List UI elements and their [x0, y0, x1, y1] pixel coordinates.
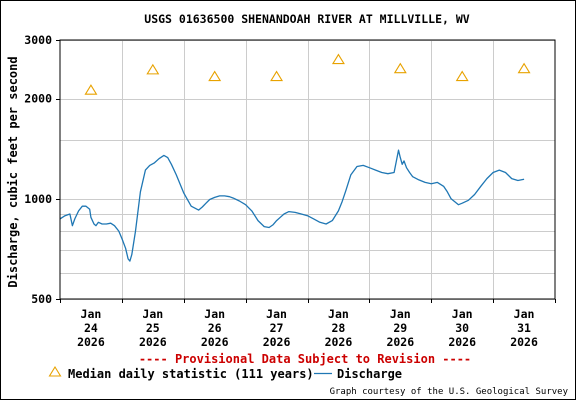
gridlines [60, 40, 555, 300]
y-tick-label: 1000 [24, 192, 52, 206]
chart-title: USGS 01636500 SHENANDOAH RIVER AT MILLVI… [144, 12, 469, 26]
plot-area-border [59, 39, 556, 300]
x-tick-label: 30 [455, 321, 469, 335]
x-tick-label: Jan [204, 307, 225, 321]
x-tick-label: 28 [332, 321, 346, 335]
x-tick-label: Jan [328, 307, 349, 321]
median-marker [455, 70, 469, 82]
x-tick-label: Jan [390, 307, 411, 321]
median-marker [84, 84, 98, 95]
median-marker [517, 62, 531, 74]
x-tick-label: Jan [81, 307, 102, 321]
x-tick-label: 2026 [386, 335, 414, 349]
x-tick-label: 26 [208, 321, 222, 335]
median-marker [146, 63, 160, 75]
x-tick-label: Jan [452, 307, 473, 321]
legend: Median daily statistic (111 years) Discha… [48, 365, 402, 381]
y-axis-ticks: 500 1000 2000 3000 [24, 33, 60, 306]
legend-discharge-label: Discharge [337, 367, 402, 381]
data-series [59, 53, 531, 262]
x-tick-label: 2026 [325, 335, 353, 349]
x-tick-label: 29 [393, 321, 407, 335]
x-tick-label: 2026 [77, 335, 105, 349]
x-tick-label: 25 [146, 321, 160, 335]
x-tick-label: 27 [270, 321, 284, 335]
median-marker [393, 62, 407, 74]
x-tick-label: 2026 [510, 335, 538, 349]
x-tick-label: Jan [514, 307, 535, 321]
y-tick-label: 3000 [24, 33, 52, 47]
median-marker [331, 53, 345, 65]
x-tick-label: 31 [517, 321, 531, 335]
x-tick-label: 2026 [139, 335, 167, 349]
x-tick-label: 24 [84, 321, 98, 335]
x-tick-label: 2026 [448, 335, 476, 349]
provisional-notice: ---- Provisional Data Subject to Revisio… [139, 352, 471, 366]
y-axis-label: Discharge, cubic feet per second [6, 56, 20, 287]
discharge-line [59, 149, 525, 262]
legend-median-label: Median daily statistic (111 years) [68, 367, 314, 381]
x-tick-label: Jan [266, 307, 287, 321]
y-tick-label: 2000 [24, 92, 52, 106]
x-tick-label: 2026 [201, 335, 229, 349]
y-tick-label: 500 [31, 292, 52, 306]
x-tick-label: 2026 [263, 335, 291, 349]
median-marker [208, 70, 222, 82]
legend-median-marker [48, 365, 62, 377]
x-tick-label: Jan [142, 307, 163, 321]
median-marker [270, 70, 284, 82]
x-axis-ticks: Jan242026Jan252026Jan262026Jan272026Jan2… [60, 299, 556, 349]
credit-text: Graph courtesy of the U.S. Geological Su… [330, 387, 569, 397]
